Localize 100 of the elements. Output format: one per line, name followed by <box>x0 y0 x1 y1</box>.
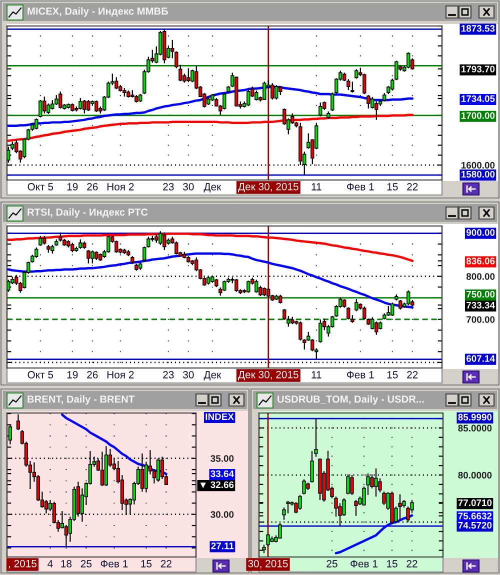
candlestick <box>374 320 378 336</box>
x-tick-label: 19 <box>67 183 78 190</box>
x-tick-label: 18 <box>61 560 72 568</box>
x-tick-label: 26 <box>87 183 98 190</box>
candlestick <box>38 235 42 246</box>
candlestick <box>262 81 266 101</box>
candlestick <box>382 491 386 506</box>
candlestick <box>234 278 238 292</box>
candlestick <box>114 76 118 90</box>
y-tick-label: 33.64 <box>210 470 234 478</box>
candlestick <box>246 280 250 294</box>
x-tick-label: 22 <box>407 183 418 190</box>
x-tick-label: Дек 30, 2015 <box>238 370 298 380</box>
candlestick <box>366 94 370 110</box>
candlestick <box>178 64 182 82</box>
x-tick-label: Ноя 2 <box>107 371 134 378</box>
candlestick <box>302 478 306 495</box>
candlestick <box>354 68 358 80</box>
x-tick-label: 15 <box>387 183 398 190</box>
candlestick <box>354 298 358 312</box>
y-tick-label: 1734.05 <box>461 95 495 102</box>
x-tick-label: Фев 1 <box>100 560 128 568</box>
x-tick-label: 15 <box>141 560 152 568</box>
candlestick <box>318 102 322 117</box>
x-tick-label: Фев 1 <box>347 183 374 190</box>
x-tick-label: 23 <box>163 183 174 190</box>
y-tick-label: 1700.00 <box>461 112 495 119</box>
x-tick-label: Ноя 2 <box>107 183 134 190</box>
candlestick <box>258 285 262 297</box>
candlestick <box>286 500 290 514</box>
x-tick-label: Дек <box>204 371 222 380</box>
x-tick-label: 22 <box>160 560 172 568</box>
chart-title: BRENT, Daily - BRENT <box>28 395 134 405</box>
x-tick-label: 11 <box>312 371 322 378</box>
y-tick-label: 30.00 <box>210 511 234 518</box>
y-tick-label: 800.00 <box>466 273 495 280</box>
y-tick-label: 836.06 <box>466 258 495 264</box>
x-tick-label: 26 <box>87 371 98 378</box>
y-tick-label: ▼ 32.66 <box>200 481 234 488</box>
x-tick-label: 22 <box>406 560 418 568</box>
candlestick <box>298 494 302 510</box>
candlestick <box>246 90 250 107</box>
candlestick <box>298 320 302 342</box>
candlestick <box>406 290 410 306</box>
candlestick <box>162 232 166 251</box>
candlestick <box>398 299 402 310</box>
candlestick <box>58 91 62 110</box>
x-tick-label: 15 <box>387 560 398 568</box>
x-tick-label: 4 <box>48 560 53 568</box>
x-tick-label: 25 <box>80 560 92 568</box>
y-tick-label: 35.00 <box>210 455 234 462</box>
candlestick <box>50 99 54 110</box>
y-tick-label: 85.0000 <box>458 424 492 432</box>
x-tick-label: 30, 2015 <box>248 560 288 569</box>
x-tick-label: 22 <box>407 371 418 378</box>
candlestick <box>78 238 82 250</box>
y-tick-label: 75.6632 <box>458 512 492 520</box>
candlestick <box>282 308 286 320</box>
candlestick <box>70 242 74 253</box>
chart-title: USDRUB_TOM, Daily - USDR... <box>278 395 424 405</box>
candlestick <box>158 230 162 246</box>
y-tick-label: 700.00 <box>466 316 495 323</box>
y-tick-label: 733.34 <box>466 302 495 309</box>
candlestick <box>370 96 374 110</box>
candlestick <box>370 316 374 330</box>
candlestick <box>270 82 274 100</box>
y-tick-label: 1793.70 <box>461 66 495 72</box>
candlestick <box>174 240 178 255</box>
candlestick <box>86 99 90 112</box>
y-tick-label: 80.0000 <box>458 472 492 479</box>
candlestick <box>16 414 20 431</box>
x-tick-label: 15 <box>387 371 398 378</box>
candlestick <box>186 68 190 83</box>
x-tick-label: Окт 5 <box>28 371 54 378</box>
line-series <box>7 86 414 128</box>
candlestick <box>114 240 118 254</box>
candlestick <box>318 318 322 344</box>
candlestick <box>34 118 38 130</box>
x-tick-label: 30 <box>183 371 194 378</box>
candlestick <box>346 306 350 320</box>
x-tick-label: 23 <box>163 371 174 378</box>
x-tick-label: Окт 5 <box>28 183 54 190</box>
candlestick <box>354 499 358 516</box>
x-tick-label: Фев 1 <box>347 371 374 378</box>
line-series <box>7 252 414 309</box>
x-tick-label: 11 <box>312 183 322 190</box>
text: , 2015 <box>8 560 37 569</box>
x-tick-label: Фев 1 <box>350 560 378 568</box>
ref-line-label: 750.00 <box>466 290 495 298</box>
y-tick-label: 77.0710 <box>458 499 492 506</box>
line-series <box>7 114 414 142</box>
candlestick <box>386 305 390 316</box>
candlestick <box>82 99 86 114</box>
ref-line-label: 27.11 <box>211 542 234 550</box>
ref-line-label: 1873.53 <box>461 25 495 32</box>
x-tick-label: Дек <box>204 183 222 192</box>
candlestick <box>254 90 258 102</box>
ref-line-label: 85.9990 <box>458 414 492 420</box>
y-tick-label: 1600.00 <box>461 162 495 169</box>
ref-line-label: 900.00 <box>466 229 495 236</box>
